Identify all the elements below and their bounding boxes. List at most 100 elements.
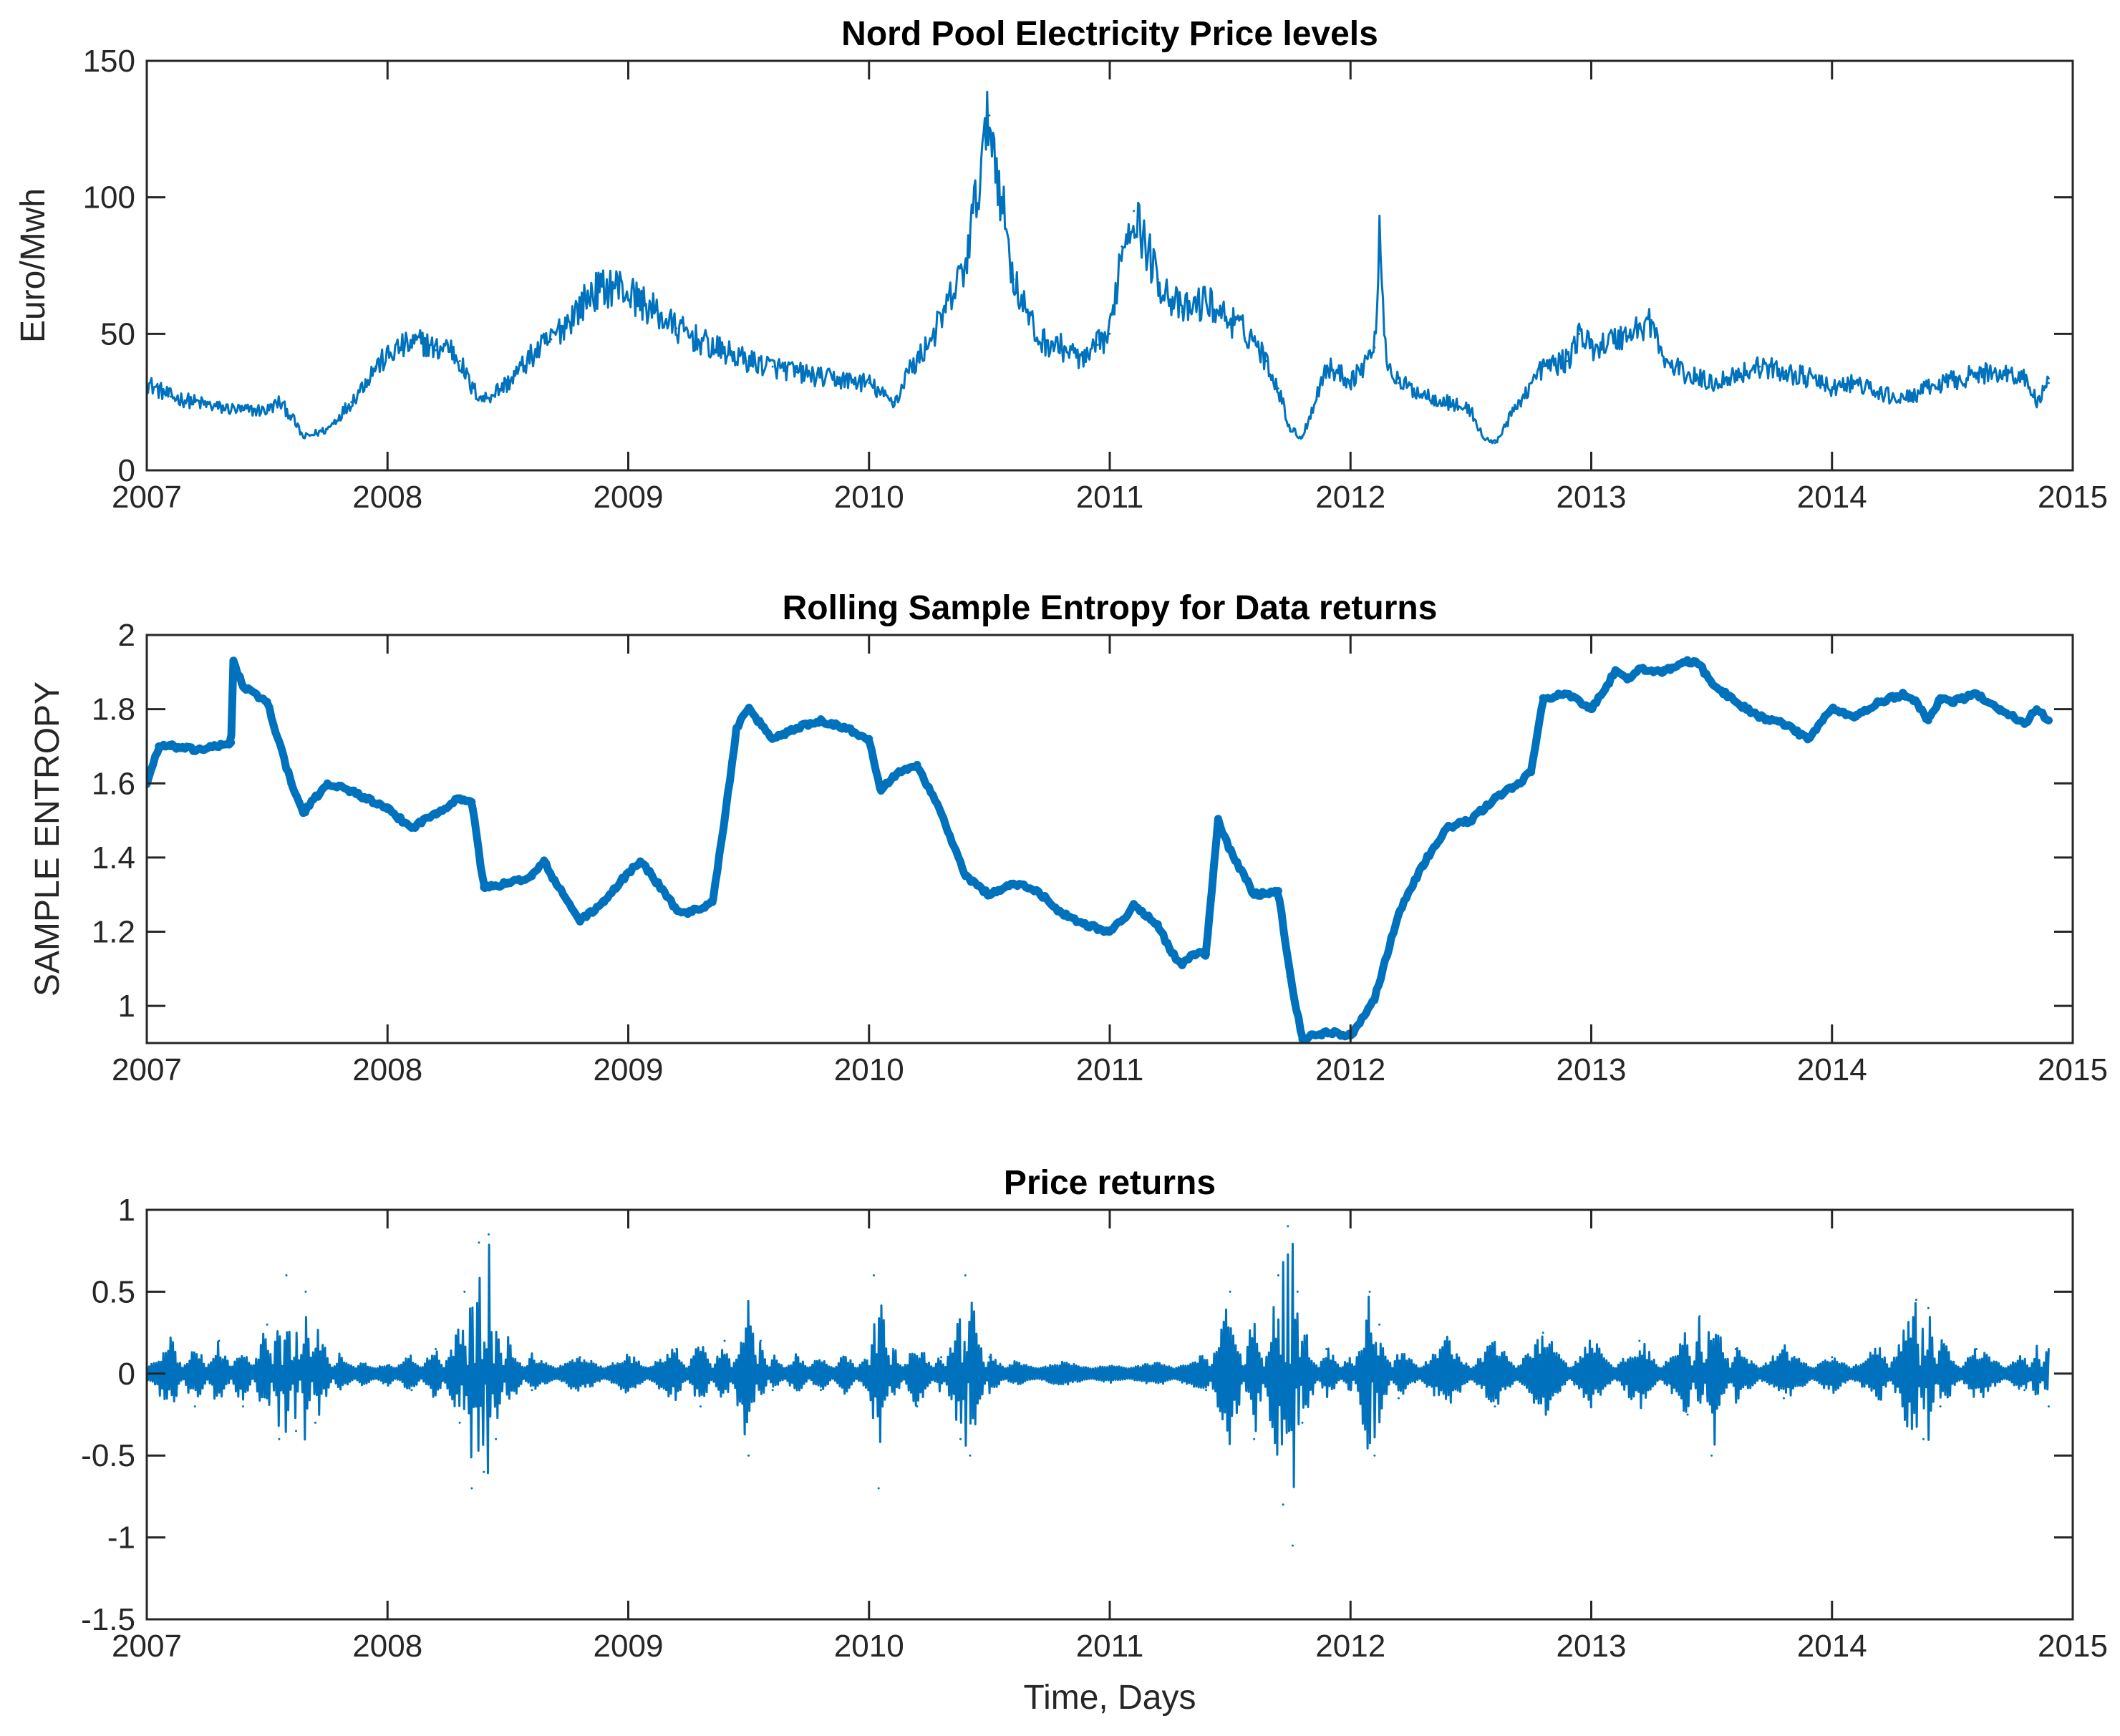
data-point: [1539, 694, 1547, 702]
data-point: [1250, 891, 1259, 899]
data-point: [1804, 734, 1812, 743]
data-point: [1852, 712, 1860, 721]
data-point: [407, 824, 416, 832]
x-tick-label: 2015: [2038, 1052, 2108, 1087]
data-point: [229, 656, 238, 665]
data-point: [1783, 1397, 1785, 1400]
data-point: [503, 879, 512, 888]
data-point: [1975, 1348, 1978, 1350]
data-point: [1036, 338, 1039, 341]
data-point: [675, 327, 678, 330]
data-point: [1156, 278, 1159, 281]
data-point: [278, 1437, 281, 1440]
data-point: [290, 414, 293, 417]
data-point: [891, 1348, 894, 1350]
data-point: [266, 409, 268, 412]
x-tick-label: 2012: [1315, 480, 1385, 515]
data-point: [1181, 311, 1184, 314]
data-points-price-levels: [147, 114, 2050, 445]
data-point: [904, 374, 906, 376]
data-point: [478, 1241, 480, 1244]
data-point: [1229, 319, 1231, 321]
data-point: [1277, 387, 1279, 390]
data-point: [1373, 1454, 1376, 1457]
y-tick-label: 0: [118, 453, 135, 488]
data-point: [639, 300, 642, 303]
data-point: [899, 392, 901, 395]
data-point: [314, 1421, 316, 1424]
data-point: [988, 114, 991, 117]
data-point: [1287, 1225, 1289, 1228]
data-point: [1924, 716, 1932, 724]
data-point: [1253, 1437, 1256, 1440]
x-tick-label: 2007: [112, 480, 182, 515]
data-point: [1010, 879, 1017, 888]
data-point: [383, 805, 392, 813]
data-point: [1282, 1503, 1284, 1506]
data-point: [1831, 387, 1834, 390]
data-point: [1156, 1364, 1159, 1367]
data-point: [732, 724, 741, 732]
data-point: [435, 349, 437, 351]
x-tick-label: 2014: [1797, 1629, 1867, 1664]
data-point: [1205, 1389, 1207, 1392]
data-point: [470, 1487, 473, 1490]
data-point: [636, 857, 644, 865]
data-point: [1446, 1339, 1448, 1342]
data-point: [1012, 1380, 1015, 1383]
data-point: [1084, 360, 1087, 362]
data-point: [1494, 442, 1496, 445]
data-point: [1277, 1274, 1279, 1276]
data-point: [1614, 338, 1617, 341]
data-point: [1541, 1332, 1544, 1334]
data-point: [1650, 319, 1653, 321]
data-point: [891, 401, 894, 404]
data-point: [868, 1389, 871, 1392]
data-point: [1590, 1405, 1592, 1408]
data-point: [579, 1356, 581, 1359]
data-point: [964, 264, 967, 267]
data-point: [227, 738, 236, 747]
data-point: [1398, 382, 1400, 384]
data-point: [1274, 887, 1282, 895]
data-point: [1563, 690, 1572, 699]
data-point: [1854, 382, 1857, 384]
data-point: [959, 1437, 962, 1440]
data-point: [1178, 961, 1186, 969]
data-point: [1118, 916, 1126, 925]
chart-price-returns: 2007 2008 2009 2010 2011 2012 2013 2014 2015 -1.5…: [81, 1164, 2108, 1717]
data-point: [455, 794, 464, 802]
data-point: [1368, 1290, 1371, 1293]
data-point: [675, 1348, 678, 1350]
data-point: [961, 872, 969, 881]
data-point: [1012, 278, 1015, 281]
x-tick-label: 2008: [352, 480, 422, 515]
data-point: [600, 898, 609, 906]
data-point: [1286, 972, 1294, 981]
data-point: [1578, 332, 1581, 335]
data-point: [1526, 768, 1535, 777]
data-point: [1373, 346, 1376, 349]
data-point: [470, 387, 473, 390]
data-point: [1469, 409, 1472, 412]
chart-sample-entropy: 2007 2008 2009 2010 2011 2012 2013 2014 2015 1 1.2…: [29, 589, 2108, 1087]
x-tick-label: 2011: [1076, 1629, 1144, 1664]
data-point: [1081, 920, 1090, 928]
data-point: [1108, 1377, 1111, 1380]
data-point: [1253, 338, 1256, 341]
data-point: [531, 354, 533, 357]
data-point: [285, 1274, 288, 1276]
data-point: [1214, 816, 1222, 825]
data-point: [745, 705, 753, 714]
data-point: [1912, 697, 1920, 706]
data-point: [1876, 697, 1884, 706]
data-point: [1033, 887, 1042, 895]
data-point: [1298, 1035, 1307, 1043]
data-point: [868, 382, 871, 384]
data-point: [506, 1339, 509, 1342]
data-point: [711, 346, 714, 349]
data-point: [1133, 210, 1136, 213]
data-point: [1939, 1405, 1942, 1408]
data-point: [167, 742, 175, 750]
data-point: [1202, 950, 1210, 959]
